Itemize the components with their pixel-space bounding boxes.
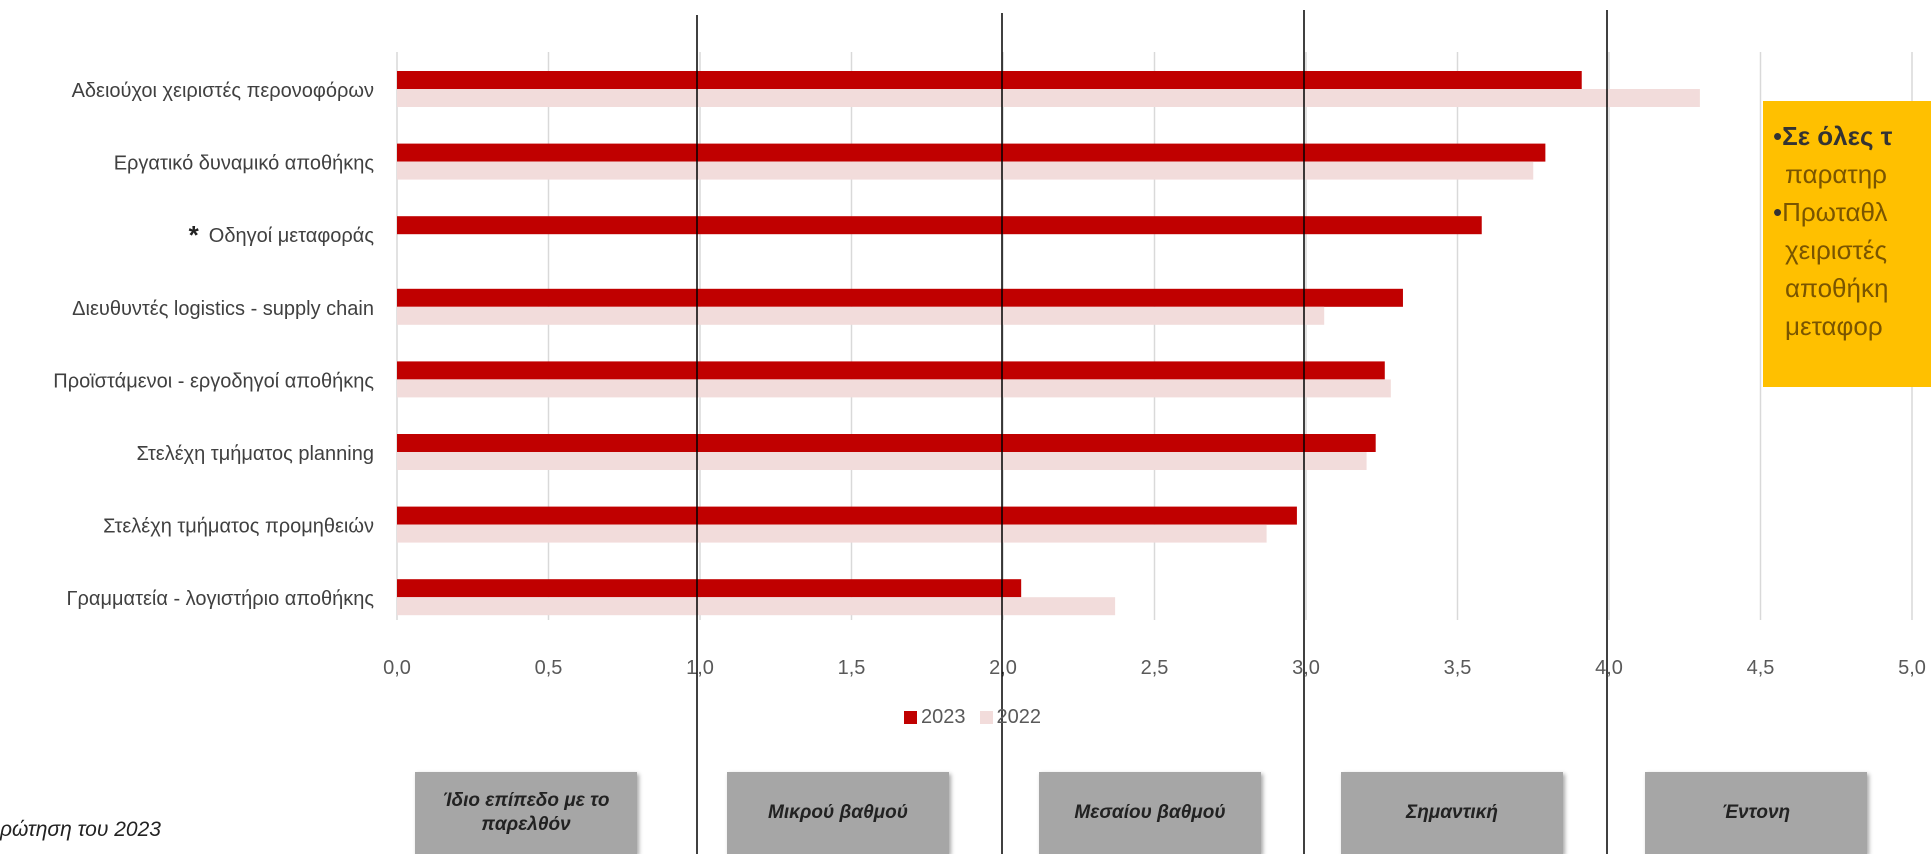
bar-2022-3 — [397, 306, 1325, 325]
legend-swatch-2022 — [979, 711, 993, 724]
bullet-icon: • — [1773, 121, 1783, 151]
bar-2023-2 — [397, 216, 1482, 235]
category-label: Προϊστάμενοι - εργοδηγοί αποθήκης — [53, 370, 374, 392]
legend: 2023 2022 — [904, 706, 1041, 729]
x-tick-label: 3,0 — [1292, 657, 1320, 679]
callout-line-5: αποθήκη — [1785, 273, 1889, 303]
legend-label-2022: 2022 — [996, 706, 1042, 728]
callout-line-1: Σε όλες τ — [1782, 121, 1893, 151]
x-tick-label: 0,0 — [383, 657, 411, 679]
bar-2022-1 — [397, 161, 1534, 180]
category-label: Διευθυντές logistics - supply chain — [72, 298, 374, 320]
scale-box-minor: Μικρού βαθμού — [727, 772, 949, 854]
x-tick-labels: 0,0 0,5 1,0 1,5 2,0 2,5 3,0 3,5 4,0 4,5 5,0 — [383, 657, 1926, 679]
x-tick-label: 4,5 — [1747, 657, 1775, 679]
category-label: Οδηγοί μεταφοράς — [209, 225, 375, 247]
bar-2023-3 — [397, 288, 1403, 307]
bar-2023-4 — [397, 361, 1385, 380]
x-tick-label: 5,0 — [1898, 657, 1926, 679]
bar-2023-6 — [397, 506, 1297, 525]
scale-box-same-level: Ίδιο επίπεδο με το παρελθόν — [415, 772, 637, 854]
callout-line-6: μεταφορ — [1785, 311, 1883, 341]
x-tick-label: 2,5 — [1141, 657, 1169, 679]
legend-item-2022: 2022 — [979, 706, 1042, 729]
category-labels: Αδειούχοι χειριστές περονοφόρων Εργατικό … — [53, 80, 374, 610]
bullet-icon: • — [1773, 197, 1783, 227]
x-tick-label: 1,5 — [838, 657, 866, 679]
category-label: Στελέχη τμήματος προμηθειών — [103, 516, 374, 538]
x-tick-label: 0,5 — [535, 657, 563, 679]
bar-2023-0 — [397, 71, 1582, 89]
callout-line-4: χειριστές — [1785, 235, 1888, 265]
bar-2022-7 — [397, 597, 1116, 616]
x-tick-label: 1,0 — [686, 657, 714, 679]
category-label: Γραμματεία - λογιστήριο αποθήκης — [67, 588, 375, 610]
legend-item-2023: 2023 — [904, 706, 966, 729]
bar-2022-0 — [397, 89, 1700, 107]
scale-box-medium: Μεσαίου βαθμού — [1039, 772, 1261, 854]
legend-label-2023: 2023 — [921, 706, 966, 728]
callout-box: •Σε όλες τ παρατηρ •Πρωταθλ χειριστές απ… — [1763, 101, 1931, 387]
x-tick-label: 4,0 — [1595, 657, 1623, 679]
scale-box-significant: Σημαντική — [1341, 772, 1563, 854]
legend-swatch-2023 — [904, 711, 917, 724]
callout-line-3: Πρωταθλ — [1782, 197, 1888, 227]
bar-2023-7 — [397, 579, 1022, 598]
x-tick-label: 2,0 — [989, 657, 1017, 679]
bar-2023-5 — [397, 434, 1376, 452]
bar-2022-4 — [397, 379, 1391, 398]
callout-line-2: παρατηρ — [1785, 159, 1887, 189]
category-label: Αδειούχοι χειριστές περονοφόρων — [72, 80, 374, 102]
scale-dividers — [696, 10, 1608, 854]
footnote: ρώτηση του 2023 — [0, 818, 161, 841]
scale-box-intense: Έντονη — [1645, 772, 1867, 854]
bar-2023-1 — [397, 143, 1546, 162]
bar-2022-5 — [397, 452, 1367, 470]
asterisk-annotation: * — [189, 220, 200, 250]
bars — [397, 71, 1700, 616]
category-label: Στελέχη τμήματος planning — [136, 443, 374, 465]
bar-2022-6 — [397, 524, 1267, 543]
x-tick-label: 3,5 — [1444, 657, 1472, 679]
category-label: Εργατικό δυναμικό αποθήκης — [114, 153, 375, 175]
